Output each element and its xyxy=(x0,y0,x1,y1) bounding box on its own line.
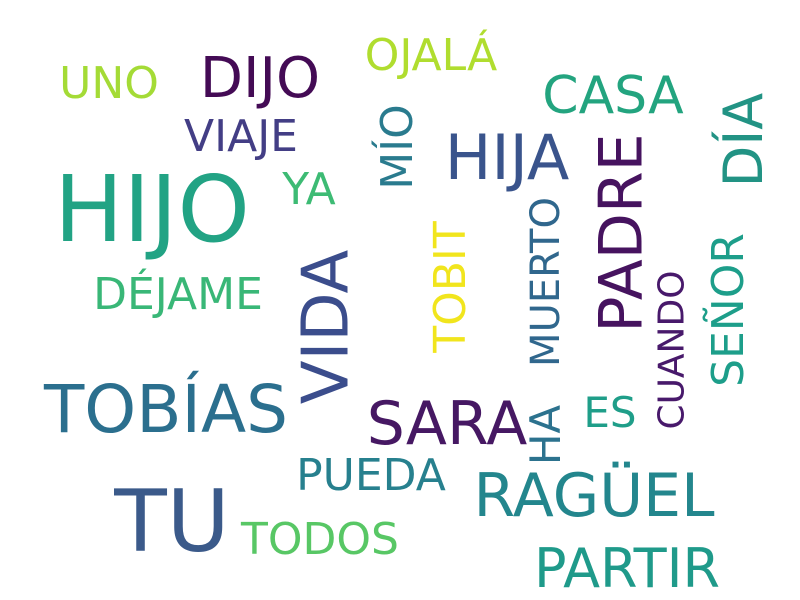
word-ojala: OJALÁ xyxy=(364,30,498,81)
word-raguel: RAGÜEL xyxy=(473,461,715,531)
word-vida: VIDA xyxy=(289,249,363,405)
word-cuando: CUANDO xyxy=(651,270,693,430)
word-uno: UNO xyxy=(59,58,159,109)
word-senor: SEÑOR xyxy=(702,233,754,387)
word-padre: PADRE xyxy=(586,133,657,333)
word-dia: DÍA xyxy=(711,92,775,188)
word-ha: HA xyxy=(520,404,570,466)
word-tobias: TOBÍAS xyxy=(43,371,289,448)
word-hijo: HIJO xyxy=(54,156,250,263)
word-dijo: DIJO xyxy=(199,46,321,111)
word-partir: PARTIR xyxy=(533,537,721,600)
word-mio: MÍO xyxy=(371,104,423,190)
word-hija: HIJA xyxy=(444,121,570,194)
word-casa: CASA xyxy=(542,66,684,126)
word-viaje: VIAJE xyxy=(184,111,298,162)
word-tu: TU xyxy=(114,472,230,572)
word-muerto: MUERTO xyxy=(523,197,569,367)
word-sara: SARA xyxy=(366,389,528,459)
word-pueda: PUEDA xyxy=(296,450,446,501)
word-ya: YA xyxy=(282,164,336,215)
word-dejame: DÉJAME xyxy=(93,269,263,320)
word-todos: TODOS xyxy=(241,514,399,565)
word-tobit: TOBIT xyxy=(425,221,476,353)
word-es: ES xyxy=(583,388,637,437)
